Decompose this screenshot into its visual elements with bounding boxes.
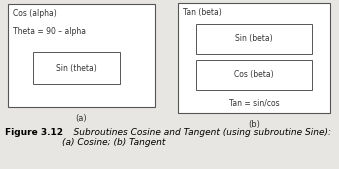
Bar xyxy=(178,3,330,113)
Text: Cos (alpha): Cos (alpha) xyxy=(13,9,57,18)
Bar xyxy=(196,60,312,90)
Text: Figure 3.12: Figure 3.12 xyxy=(5,128,63,137)
Text: Tan (beta): Tan (beta) xyxy=(183,8,222,18)
Text: Tan = sin/cos: Tan = sin/cos xyxy=(229,99,279,107)
Text: Subroutines Cosine and Tangent (using subroutine Sine):
(a) Cosine; (b) Tangent: Subroutines Cosine and Tangent (using su… xyxy=(62,128,331,147)
Text: (a): (a) xyxy=(76,115,87,124)
Text: Theta = 90 – alpha: Theta = 90 – alpha xyxy=(13,28,86,37)
Text: Sin (beta): Sin (beta) xyxy=(235,34,273,43)
Text: Sin (theta): Sin (theta) xyxy=(56,64,97,73)
Text: Cos (beta): Cos (beta) xyxy=(234,70,274,79)
Bar xyxy=(196,24,312,54)
Bar xyxy=(8,4,155,107)
Bar xyxy=(33,52,120,84)
Text: (b): (b) xyxy=(248,120,260,129)
